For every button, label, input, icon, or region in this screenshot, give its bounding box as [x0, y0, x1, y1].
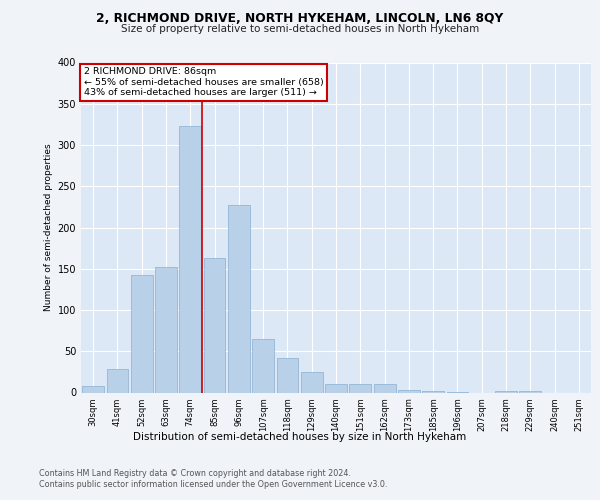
Text: Contains public sector information licensed under the Open Government Licence v3: Contains public sector information licen… — [39, 480, 388, 489]
Bar — [82, 386, 104, 392]
Bar — [495, 391, 517, 392]
Bar — [398, 390, 420, 392]
Bar — [179, 126, 201, 392]
Text: Contains HM Land Registry data © Crown copyright and database right 2024.: Contains HM Land Registry data © Crown c… — [39, 469, 351, 478]
Text: 2 RICHMOND DRIVE: 86sqm
← 55% of semi-detached houses are smaller (658)
43% of s: 2 RICHMOND DRIVE: 86sqm ← 55% of semi-de… — [83, 68, 323, 97]
Bar — [301, 372, 323, 392]
Bar — [349, 384, 371, 392]
Bar — [107, 370, 128, 392]
Bar — [228, 205, 250, 392]
Bar — [374, 384, 395, 392]
Bar — [203, 258, 226, 392]
Bar — [520, 391, 541, 392]
Text: Distribution of semi-detached houses by size in North Hykeham: Distribution of semi-detached houses by … — [133, 432, 467, 442]
Bar — [131, 274, 152, 392]
Y-axis label: Number of semi-detached properties: Number of semi-detached properties — [44, 144, 53, 312]
Text: 2, RICHMOND DRIVE, NORTH HYKEHAM, LINCOLN, LN6 8QY: 2, RICHMOND DRIVE, NORTH HYKEHAM, LINCOL… — [97, 12, 503, 26]
Bar — [422, 391, 444, 392]
Bar — [277, 358, 298, 392]
Bar — [155, 267, 177, 392]
Bar — [325, 384, 347, 392]
Text: Size of property relative to semi-detached houses in North Hykeham: Size of property relative to semi-detach… — [121, 24, 479, 34]
Bar — [252, 339, 274, 392]
